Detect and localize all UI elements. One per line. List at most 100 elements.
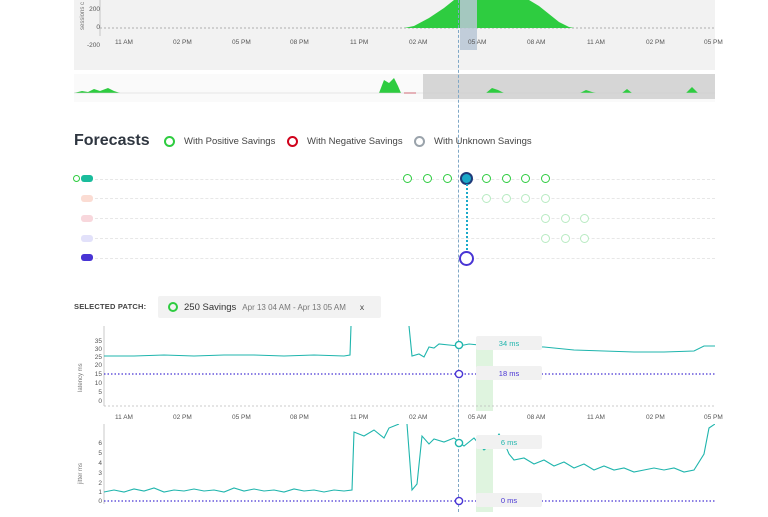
x-tick: 02 AM: [409, 39, 428, 46]
forecast-dot[interactable]: [541, 174, 550, 183]
latency-ytick: 25: [94, 354, 102, 361]
forecasts-title: Forecasts: [74, 132, 150, 149]
x-tick: 05 AM: [468, 39, 487, 46]
forecast-dot[interactable]: [580, 214, 589, 223]
legend-negative-icon: [287, 136, 298, 147]
legend-positive[interactable]: With Positive Savings: [164, 136, 275, 147]
jitter-ytick: 4: [98, 460, 102, 467]
jitter-ytick: 1: [98, 489, 102, 496]
forecast-row-line: [95, 238, 715, 239]
x-tick: 02 AM: [409, 414, 428, 421]
jitter-ytick: 2: [98, 480, 102, 487]
sessions-ytick: 200: [89, 6, 100, 13]
x-tick: 08 AM: [527, 414, 546, 421]
latency-line: [104, 325, 715, 358]
legend-unknown-icon: [414, 136, 425, 147]
x-tick: 11 AM: [115, 414, 133, 421]
forecast-dot[interactable]: [502, 174, 511, 183]
legend-negative-label: With Negative Savings: [307, 136, 403, 147]
positive-savings-icon: [168, 302, 178, 312]
forecast-dot[interactable]: [502, 194, 511, 203]
forecast-connector: [466, 184, 468, 250]
latency-ytick: 15: [94, 371, 102, 378]
forecast-row-line: [95, 198, 715, 199]
forecast-dot[interactable]: [443, 174, 452, 183]
hover-cursor-line: [458, 0, 459, 512]
forecast-row-line: [95, 258, 715, 259]
forecast-row-0-pill[interactable]: [81, 175, 93, 182]
x-tick: 05 AM: [468, 414, 487, 421]
jitter-axis-title: jitter ms: [78, 463, 84, 484]
x-tick: 05 PM: [232, 39, 251, 46]
x-tick: 02 PM: [646, 414, 665, 421]
forecast-row-edge-dot: [73, 175, 80, 182]
latency-tooltip-top: 34 ms: [476, 336, 542, 350]
jitter-ytick: 6: [98, 440, 102, 447]
latency-ytick: 0: [98, 398, 102, 405]
forecast-dot[interactable]: [580, 234, 589, 243]
legend-negative[interactable]: With Negative Savings: [287, 136, 403, 147]
forecast-dot[interactable]: [482, 194, 491, 203]
forecast-dot-current[interactable]: [459, 251, 474, 266]
time-brush[interactable]: [74, 74, 715, 102]
legend-unknown-label: With Unknown Savings: [434, 136, 532, 147]
forecast-dot[interactable]: [521, 174, 530, 183]
sessions-axis-title: sessions c: [80, 1, 86, 30]
latency-ytick: 10: [94, 380, 102, 387]
legend-positive-label: With Positive Savings: [184, 136, 276, 147]
latency-ytick: 35: [94, 338, 102, 345]
selected-window: [460, 0, 477, 50]
close-icon[interactable]: x: [359, 302, 365, 312]
jitter-chart: [74, 423, 716, 512]
jitter-tooltip-bottom: 0 ms: [476, 493, 542, 507]
x-tick: 11 AM: [115, 39, 133, 46]
sessions-ytick: 0: [96, 24, 100, 31]
forecast-dot[interactable]: [482, 174, 491, 183]
latency-chart-plot: [103, 325, 715, 411]
selected-patch-savings: 250 Savings: [184, 301, 237, 313]
selected-patch-chip[interactable]: 250 Savings Apr 13 04 AM - Apr 13 05 AM …: [158, 296, 381, 318]
sessions-ytick: -200: [86, 42, 100, 49]
forecast-dot[interactable]: [541, 234, 550, 243]
x-tick: 02 PM: [173, 39, 192, 46]
forecast-row-4-pill[interactable]: [81, 254, 93, 261]
forecast-row-line: [95, 218, 715, 219]
forecast-dot[interactable]: [541, 194, 550, 203]
x-tick: 11 AM: [587, 39, 605, 46]
jitter-chart-plot: [103, 423, 716, 512]
forecast-row-3-pill[interactable]: [81, 235, 93, 242]
x-tick: 02 PM: [646, 39, 665, 46]
forecast-row-2-pill[interactable]: [81, 215, 93, 222]
latency-ytick: 5: [98, 389, 102, 396]
forecast-dot[interactable]: [403, 174, 412, 183]
x-tick: 08 PM: [290, 39, 309, 46]
x-tick: 11 AM: [587, 414, 605, 421]
x-tick: 05 PM: [704, 39, 723, 46]
latency-chart: [74, 325, 715, 411]
forecast-dot[interactable]: [521, 194, 530, 203]
selected-patch-range: Apr 13 04 AM - Apr 13 05 AM: [242, 302, 346, 312]
brush-selection[interactable]: [423, 74, 715, 99]
forecast-dot[interactable]: [541, 214, 550, 223]
sessions-chart-plot: [99, 0, 715, 50]
latency-ytick: 20: [94, 362, 102, 369]
latency-axis-title: latency ms: [78, 363, 84, 392]
x-tick: 08 AM: [527, 39, 546, 46]
jitter-ytick: 0: [98, 498, 102, 505]
x-tick: 08 PM: [290, 414, 309, 421]
forecast-dot[interactable]: [561, 234, 570, 243]
latency-tooltip-bottom: 18 ms: [476, 366, 542, 380]
x-tick: 11 PM: [350, 414, 369, 421]
forecast-dot[interactable]: [561, 214, 570, 223]
jitter-ytick: 3: [98, 470, 102, 477]
jitter-tooltip-top: 6 ms: [476, 435, 542, 449]
legend-unknown[interactable]: With Unknown Savings: [414, 136, 532, 147]
forecast-row-1-pill[interactable]: [81, 195, 93, 202]
sessions-chart: [74, 0, 715, 70]
forecast-dot[interactable]: [423, 174, 432, 183]
sessions-area: [404, 0, 574, 28]
legend-positive-icon: [164, 136, 175, 147]
jitter-ytick: 5: [98, 450, 102, 457]
selected-patch-label: SELECTED PATCH:: [74, 302, 147, 311]
x-tick: 11 PM: [350, 39, 369, 46]
